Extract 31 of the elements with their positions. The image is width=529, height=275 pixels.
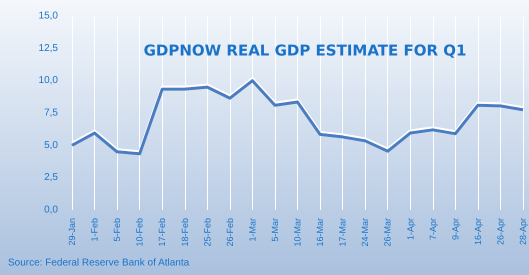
source-note: Source: Federal Reserve Bank of Atlanta (8, 258, 190, 268)
x-tick-label: 24-Mar (360, 218, 370, 247)
y-tick-label: 15,0 (38, 10, 58, 22)
x-tick-label: 1-Apr (405, 218, 416, 240)
x-tick-label: 7-Apr (428, 218, 438, 240)
y-tick-label: 5,0 (44, 140, 58, 151)
x-tick-label: 9-Apr (450, 218, 460, 240)
x-tick-label: 16-Apr (472, 218, 483, 246)
x-tick-label: 1-Feb (90, 218, 100, 242)
x-tick-label: 17-Feb (157, 218, 168, 247)
y-tick-label: 7,5 (44, 108, 58, 118)
x-tick-label: 10-Feb (134, 218, 145, 247)
x-tick-label: 26-Feb (224, 218, 235, 247)
x-tick-label: 5-Feb (112, 218, 122, 242)
x-tick-label: 10-Mar (292, 218, 302, 247)
x-tick-label: 26-Mar (382, 218, 393, 247)
text: GDPNOW REAL GDP ESTIMATE FOR Q1 (144, 42, 466, 60)
x-tick-label: 28-Apr (518, 218, 528, 246)
y-tick-label: 10,0 (38, 75, 58, 86)
x-tick-label: 18-Feb (180, 218, 190, 247)
line-series (70, 79, 524, 156)
y-tick-label: 2,5 (44, 172, 58, 184)
x-tick-label: 17-Mar (338, 218, 348, 247)
x-tick-label: 1-Mar (247, 218, 258, 242)
y-tick-label: 0,0 (44, 204, 58, 216)
x-tick-label: 16-Mar (315, 218, 326, 247)
x-tick-label: 5-Mar (270, 218, 280, 242)
y-tick-label: 12,5 (38, 42, 58, 54)
x-tick-label: 25-Feb (202, 218, 212, 247)
x-tick-label: 26-Apr (495, 218, 506, 246)
x-tick-label: 29-Jan (67, 218, 77, 246)
